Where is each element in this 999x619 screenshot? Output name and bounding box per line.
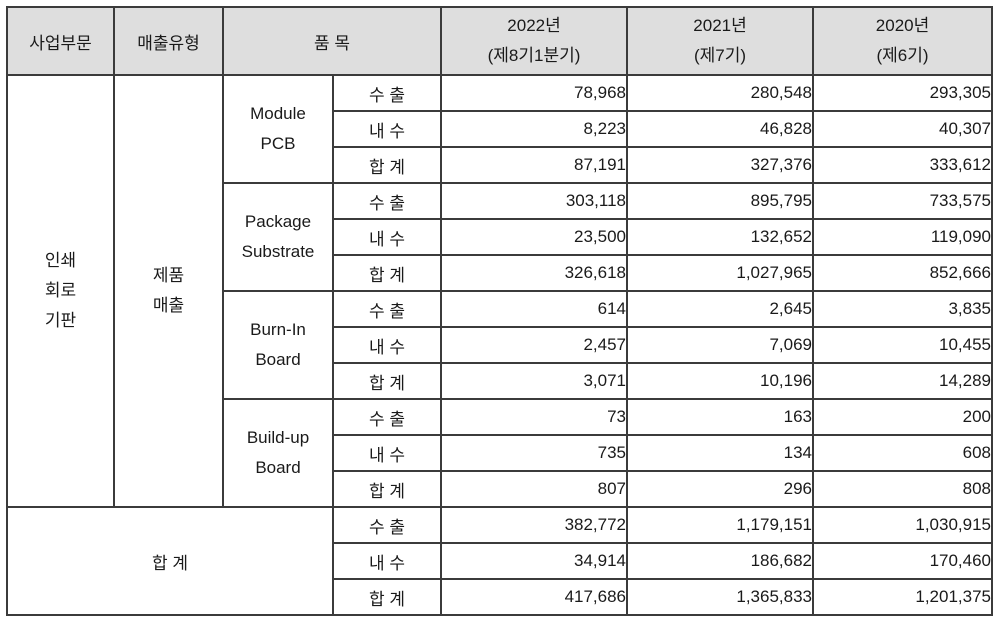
metric-label-cell: 수 출 [331, 506, 443, 544]
metric-label-cell: 내 수 [331, 542, 443, 580]
value-cell-2022: 382,772 [440, 506, 629, 544]
table-row: 인쇄 회로 기판 제품 매출 Module PCB 수 출 78,968 280… [6, 74, 994, 508]
header-year-2022: 2022년 (제8기1분기) [440, 6, 629, 76]
product-name-cell: Module PCB [222, 74, 334, 184]
value-cell-2020: 733,575 [812, 182, 994, 220]
value-cell-2022: 807 [440, 470, 629, 508]
metric-label-cell: 수 출 [331, 398, 443, 436]
header-sales-type: 매출유형 [113, 6, 224, 76]
value-cell-2020: 10,455 [812, 326, 994, 364]
metric-label-cell: 합 계 [331, 578, 443, 616]
value-cell-2020: 170,460 [812, 542, 994, 580]
value-cell-2021: 163 [626, 398, 815, 436]
value-cell-2020: 1,201,375 [812, 578, 994, 616]
metric-label-cell: 내 수 [331, 326, 443, 364]
value-cell-2021: 1,365,833 [626, 578, 815, 616]
header-business-division: 사업부문 [6, 6, 115, 76]
value-cell-2022: 2,457 [440, 326, 629, 364]
value-cell-2020: 1,030,915 [812, 506, 994, 544]
metric-label-cell: 내 수 [331, 434, 443, 472]
header-row: 사업부문 매출유형 품 목 2022년 (제8기1분기) 2021년 (제7기)… [6, 6, 994, 76]
value-cell-2022: 3,071 [440, 362, 629, 400]
metric-label-cell: 수 출 [331, 74, 443, 112]
grand-total-label-cell: 합 계 [6, 506, 334, 616]
sales-by-product-table: 사업부문 매출유형 품 목 2022년 (제8기1분기) 2021년 (제7기)… [6, 6, 994, 616]
table-row: 합 계 807 296 808 [7, 470, 994, 508]
table-row: 내 수 34,914 186,682 170,460 [7, 542, 994, 580]
metric-label-cell: 합 계 [331, 362, 443, 400]
value-cell-2020: 3,835 [812, 290, 994, 328]
table-row: Build-up Board 수 출 73 163 200 [7, 398, 994, 508]
table-row: 합 계 326,618 1,027,965 852,666 [7, 254, 994, 292]
metric-label-cell: 수 출 [331, 290, 443, 328]
table-row: 내 수 8,223 46,828 40,307 [7, 110, 994, 148]
header-year-2020: 2020년 (제6기) [812, 6, 994, 76]
value-cell-2020: 333,612 [812, 146, 994, 184]
metric-label-cell: 내 수 [331, 110, 443, 148]
value-cell-2020: 608 [812, 434, 994, 472]
value-cell-2022: 73 [440, 398, 629, 436]
value-cell-2020: 40,307 [812, 110, 994, 148]
value-cell-2021: 134 [626, 434, 815, 472]
sales-type-cell: 제품 매출 [113, 74, 224, 508]
value-cell-2022: 614 [440, 290, 629, 328]
value-cell-2021: 132,652 [626, 218, 815, 256]
value-cell-2021: 186,682 [626, 542, 815, 580]
value-cell-2022: 326,618 [440, 254, 629, 292]
value-cell-2021: 296 [626, 470, 815, 508]
table-row: 합 계 417,686 1,365,833 1,201,375 [7, 578, 994, 616]
value-cell-2022: 8,223 [440, 110, 629, 148]
value-cell-2021: 10,196 [626, 362, 815, 400]
table-row: 합 계 3,071 10,196 14,289 [7, 362, 994, 400]
product-name-cell: Build-up Board [222, 398, 334, 508]
product-name-cell: Package Substrate [222, 182, 334, 292]
value-cell-2020: 808 [812, 470, 994, 508]
value-cell-2021: 327,376 [626, 146, 815, 184]
value-cell-2022: 78,968 [440, 74, 629, 112]
value-cell-2021: 46,828 [626, 110, 815, 148]
value-cell-2021: 895,795 [626, 182, 815, 220]
table-row: Package Substrate 수 출 303,118 895,795 73… [7, 182, 994, 292]
value-cell-2020: 852,666 [812, 254, 994, 292]
table-row: Burn-In Board 수 출 614 2,645 3,835 [7, 290, 994, 400]
header-item: 품 목 [221, 6, 443, 76]
value-cell-2022: 735 [440, 434, 629, 472]
metric-label-cell: 합 계 [331, 146, 443, 184]
metric-label-cell: 내 수 [331, 218, 443, 256]
table-row: 내 수 735 134 608 [7, 434, 994, 472]
value-cell-2021: 280,548 [626, 74, 815, 112]
table-row: 내 수 23,500 132,652 119,090 [7, 218, 994, 256]
table-row: 합 계 87,191 327,376 333,612 [7, 146, 994, 184]
table-row: 합 계 수 출 382,772 1,179,151 1,030,915 [6, 506, 994, 616]
value-cell-2021: 7,069 [626, 326, 815, 364]
metric-label-cell: 수 출 [331, 182, 443, 220]
table-row: 내 수 2,457 7,069 10,455 [7, 326, 994, 364]
header-year-2021: 2021년 (제7기) [626, 6, 815, 76]
value-cell-2022: 303,118 [440, 182, 629, 220]
value-cell-2022: 87,191 [440, 146, 629, 184]
value-cell-2020: 14,289 [812, 362, 994, 400]
value-cell-2020: 293,305 [812, 74, 994, 112]
value-cell-2020: 119,090 [812, 218, 994, 256]
value-cell-2021: 1,027,965 [626, 254, 815, 292]
value-cell-2021: 1,179,151 [626, 506, 815, 544]
value-cell-2021: 2,645 [626, 290, 815, 328]
value-cell-2022: 23,500 [440, 218, 629, 256]
value-cell-2022: 34,914 [440, 542, 629, 580]
product-name-cell: Burn-In Board [222, 290, 334, 400]
value-cell-2022: 417,686 [440, 578, 629, 616]
business-division-cell: 인쇄 회로 기판 [6, 74, 115, 508]
metric-label-cell: 합 계 [331, 254, 443, 292]
value-cell-2020: 200 [812, 398, 994, 436]
metric-label-cell: 합 계 [331, 470, 443, 508]
